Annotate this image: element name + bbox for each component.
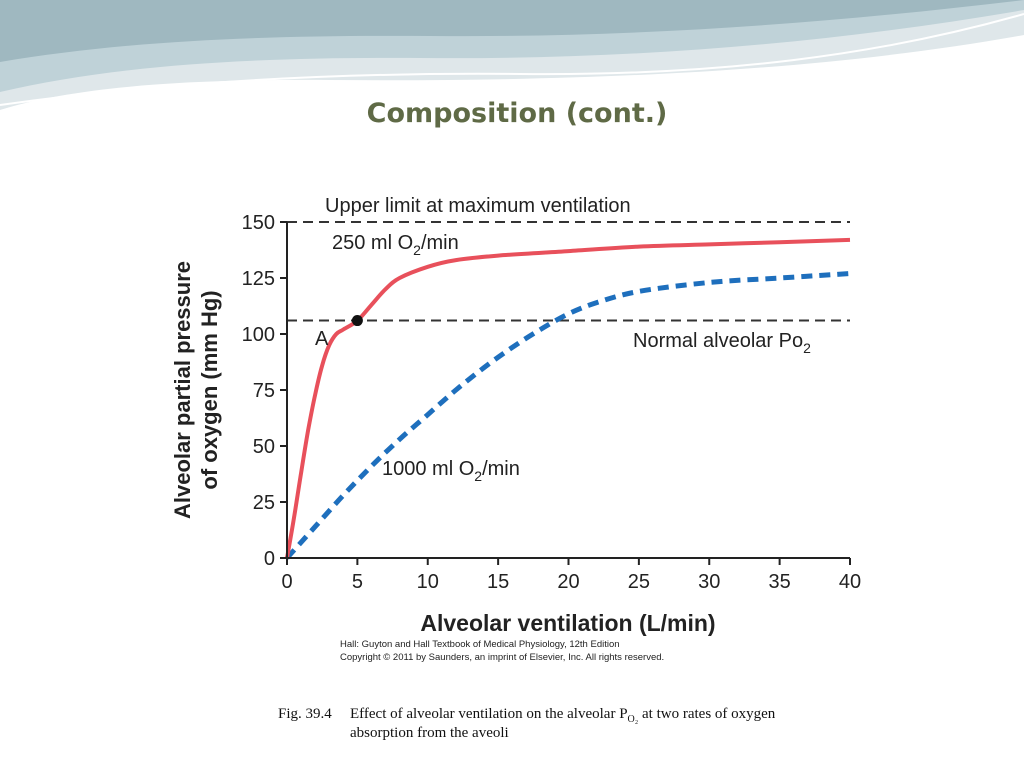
chart-background (170, 185, 875, 667)
x-tick-label: 40 (839, 571, 861, 593)
y-tick-label: 100 (242, 324, 275, 346)
x-tick-label: 25 (628, 571, 650, 593)
x-tick-label: 10 (417, 571, 439, 593)
x-tick-label: 15 (487, 571, 509, 593)
curve-1000ml (285, 271, 851, 560)
upper-limit-label: Upper limit at maximum ventilation (325, 195, 631, 217)
caption-fig-label: Fig. 39.4 (278, 706, 332, 722)
point-a-marker (351, 315, 363, 327)
axis-ticks: 0 5 10 15 20 25 30 35 40 0 25 50 75 100 125 150 (242, 212, 862, 593)
curve-1000ml-label: 1000 ml O2/min (382, 458, 520, 484)
ventilation-po2-chart: Upper limit at maximum ventilation Norma… (170, 185, 875, 667)
header-wave-decoration (0, 0, 1024, 110)
y-tick-label: 25 (253, 492, 275, 514)
wave-band-dark (0, 0, 1024, 62)
wave-line (0, 13, 1024, 106)
curve-250ml (285, 237, 851, 559)
x-tick-label: 5 (352, 571, 363, 593)
y-axis-title-line1: Alveolar partial pressure (170, 261, 195, 519)
x-tick-label: 20 (557, 571, 579, 593)
normal-po2-label: Normal alveolar Po2 (633, 330, 811, 356)
curve-250ml-label: 250 ml O2/min (332, 232, 459, 258)
slide-title: Composition (cont.) (366, 98, 668, 129)
x-axis-title: Alveolar ventilation (L/min) (420, 610, 715, 636)
y-tick-label: 50 (253, 436, 275, 458)
figure-caption: Fig. 39.4 Effect of alveolar ventilation… (278, 706, 898, 742)
caption-line-1: Effect of alveolar ventilation on the al… (350, 706, 776, 725)
x-tick-label: 30 (698, 571, 720, 593)
credit-line-2: Copyright © 2011 by Saunders, an imprint… (340, 652, 664, 663)
caption-line-2: absorption from the aveoli (350, 725, 509, 741)
y-tick-label: 150 (242, 212, 275, 234)
y-tick-label: 75 (253, 380, 275, 402)
x-tick-label: 35 (769, 571, 791, 593)
credit-line-1: Hall: Guyton and Hall Textbook of Medica… (340, 639, 620, 650)
y-tick-label: 0 (264, 548, 275, 570)
point-a-label: A (315, 328, 329, 350)
y-tick-label: 125 (242, 268, 275, 290)
x-tick-label: 0 (281, 571, 292, 593)
y-axis-title-line2: of oxygen (mm Hg) (197, 290, 222, 489)
